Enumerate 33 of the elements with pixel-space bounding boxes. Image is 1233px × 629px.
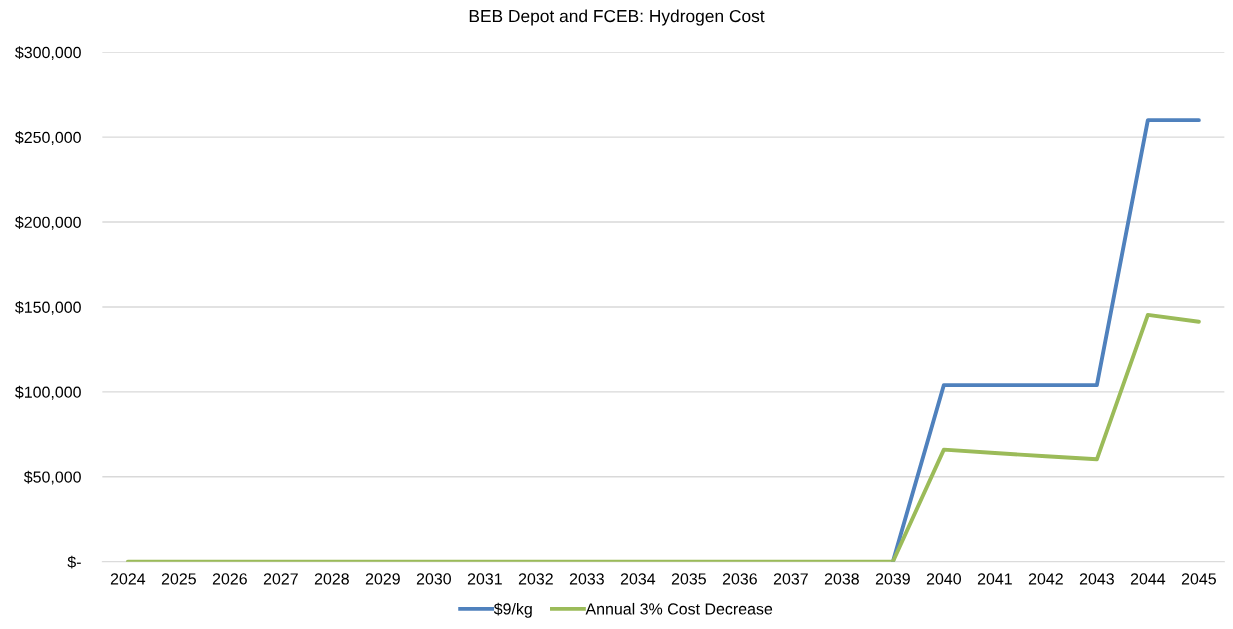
x-tick-label: 2028 [314,573,349,585]
y-tick-label: $- [67,555,81,569]
x-tick-label: 2036 [722,573,757,585]
x-tick-label: 2034 [620,573,656,585]
y-tick-label: $150,000 [15,300,81,315]
legend-label: Annual 3% Cost Decrease [585,602,773,615]
x-tick-label: 2031 [467,573,502,585]
x-tick-label: 2038 [824,573,859,585]
x-tick-label: 2040 [926,573,961,585]
y-tick-label: $200,000 [15,216,81,230]
x-tick-label: 2030 [416,573,451,585]
legend-label: $9/kg [493,602,532,618]
x-tick-label: 2026 [212,573,247,585]
chart-title: BEB Depot and FCEB: Hydrogen Cost [469,9,765,26]
x-tick-label: 2032 [518,573,553,585]
x-tick-label: 2035 [671,573,706,585]
y-tick-label: $50,000 [23,470,81,485]
x-tick-label: 2029 [365,573,400,585]
x-tick-label: 2037 [773,573,808,585]
x-tick-label: 2039 [875,573,910,585]
x-tick-label: 2045 [1181,573,1216,585]
x-tick-label: 2043 [1079,573,1114,585]
y-tick-label: $250,000 [15,131,81,145]
x-tick-label: 2025 [161,573,196,585]
x-tick-label: 2024 [110,573,146,585]
x-tick-label: 2033 [569,573,604,585]
y-tick-label: $300,000 [15,46,81,61]
x-tick-label: 2044 [1130,573,1166,585]
x-tick-label: 2027 [263,573,298,585]
line-series [125,312,1201,562]
y-tick-label: $100,000 [15,385,81,400]
x-tick-label: 2042 [1028,573,1063,585]
x-tick-label: 2041 [977,573,1012,585]
